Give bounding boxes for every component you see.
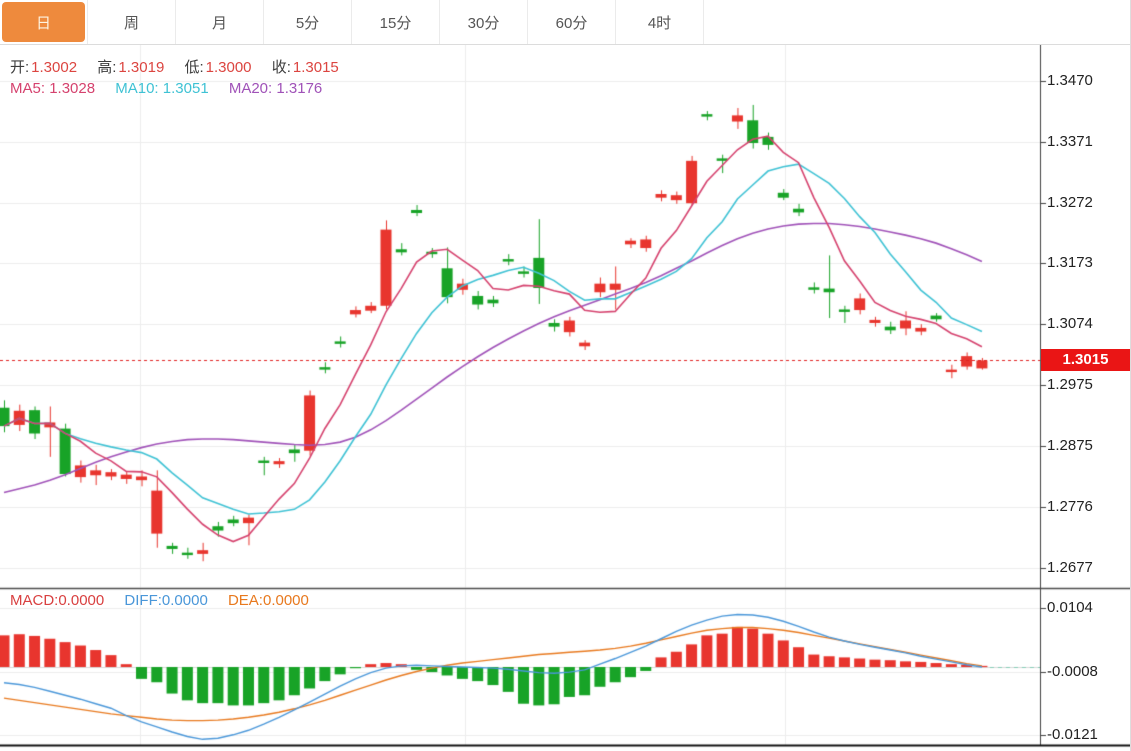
tab-week[interactable]: 周 xyxy=(88,0,176,44)
tab-4hour-label: 4时 xyxy=(647,14,672,32)
price-axis-label: 1.3470 xyxy=(1047,72,1093,89)
tab-60min-label: 60分 xyxy=(555,14,588,32)
tab-day-label: 日 xyxy=(35,14,51,32)
tab-15min[interactable]: 15分 xyxy=(352,0,440,44)
macd-readout: MACD:0.0000 DIFF:0.0000 DEA:0.0000 xyxy=(10,592,325,609)
macd-value: 0.0000 xyxy=(58,592,105,609)
macd-axis-label: -0.0008 xyxy=(1047,663,1098,680)
tab-5min[interactable]: 5分 xyxy=(264,0,352,44)
macd-axis-label: 0.0104 xyxy=(1047,599,1093,616)
tab-4hour[interactable]: 4时 xyxy=(616,0,704,44)
tab-day[interactable]: 日 xyxy=(0,0,88,44)
price-axis-label: 1.2776 xyxy=(1047,498,1093,515)
ma10-value: 1.3051 xyxy=(162,80,209,97)
diff-value: 0.0000 xyxy=(161,592,208,609)
price-axis-label: 1.2875 xyxy=(1047,437,1093,454)
ma5-value: 1.3028 xyxy=(49,80,96,97)
low-value: 1.3000 xyxy=(205,59,252,76)
ma10-label: MA10: xyxy=(115,80,159,97)
dea-value: 0.0000 xyxy=(262,592,309,609)
open-value: 1.3002 xyxy=(31,59,78,76)
close-value: 1.3015 xyxy=(292,59,339,76)
tab-day-pill: 日 xyxy=(2,2,85,42)
price-axis-label: 1.3173 xyxy=(1047,254,1093,271)
tab-30min[interactable]: 30分 xyxy=(440,0,528,44)
period-tab-bar: 日 周 月 5分 15分 30分 60分 4时 xyxy=(0,0,1130,45)
diff-label: DIFF: xyxy=(124,592,162,609)
price-axis-label: 1.2975 xyxy=(1047,376,1093,393)
ma20-label: MA20: xyxy=(228,80,273,97)
tab-month[interactable]: 月 xyxy=(176,0,264,44)
high-value: 1.3019 xyxy=(118,59,165,76)
tab-30min-label: 30分 xyxy=(467,14,500,32)
price-axis-label: 1.3074 xyxy=(1047,315,1093,332)
tab-week-label: 周 xyxy=(123,14,139,32)
ma20-value: 1.3176 xyxy=(276,80,323,97)
tab-month-label: 月 xyxy=(211,14,227,32)
low-label: 低: xyxy=(184,59,204,76)
macd-axis-label: -0.0121 xyxy=(1047,726,1098,743)
tab-60min[interactable]: 60分 xyxy=(528,0,616,44)
ma5-label: MA5: xyxy=(10,80,46,97)
open-label: 开: xyxy=(10,59,30,76)
price-axis-label: 1.2677 xyxy=(1047,559,1093,576)
high-label: 高: xyxy=(97,59,117,76)
tab-5min-label: 5分 xyxy=(295,14,320,32)
tab-15min-label: 15分 xyxy=(379,14,412,32)
close-label: 收: xyxy=(271,59,291,76)
ohlc-readout: 开: 1.3002 高: 1.3019 低: 1.3000 收: 1.3015 xyxy=(10,56,355,77)
price-axis-label: 1.3272 xyxy=(1047,194,1093,211)
dea-label: DEA: xyxy=(227,592,263,609)
macd-label: MACD: xyxy=(10,592,59,609)
price-axis-label: 1.3371 xyxy=(1047,133,1093,150)
ma-readout: MA5: 1.3028 MA10: 1.3051 MA20: 1.3176 xyxy=(10,80,338,97)
current-price-badge: 1.3015 xyxy=(1041,349,1130,371)
